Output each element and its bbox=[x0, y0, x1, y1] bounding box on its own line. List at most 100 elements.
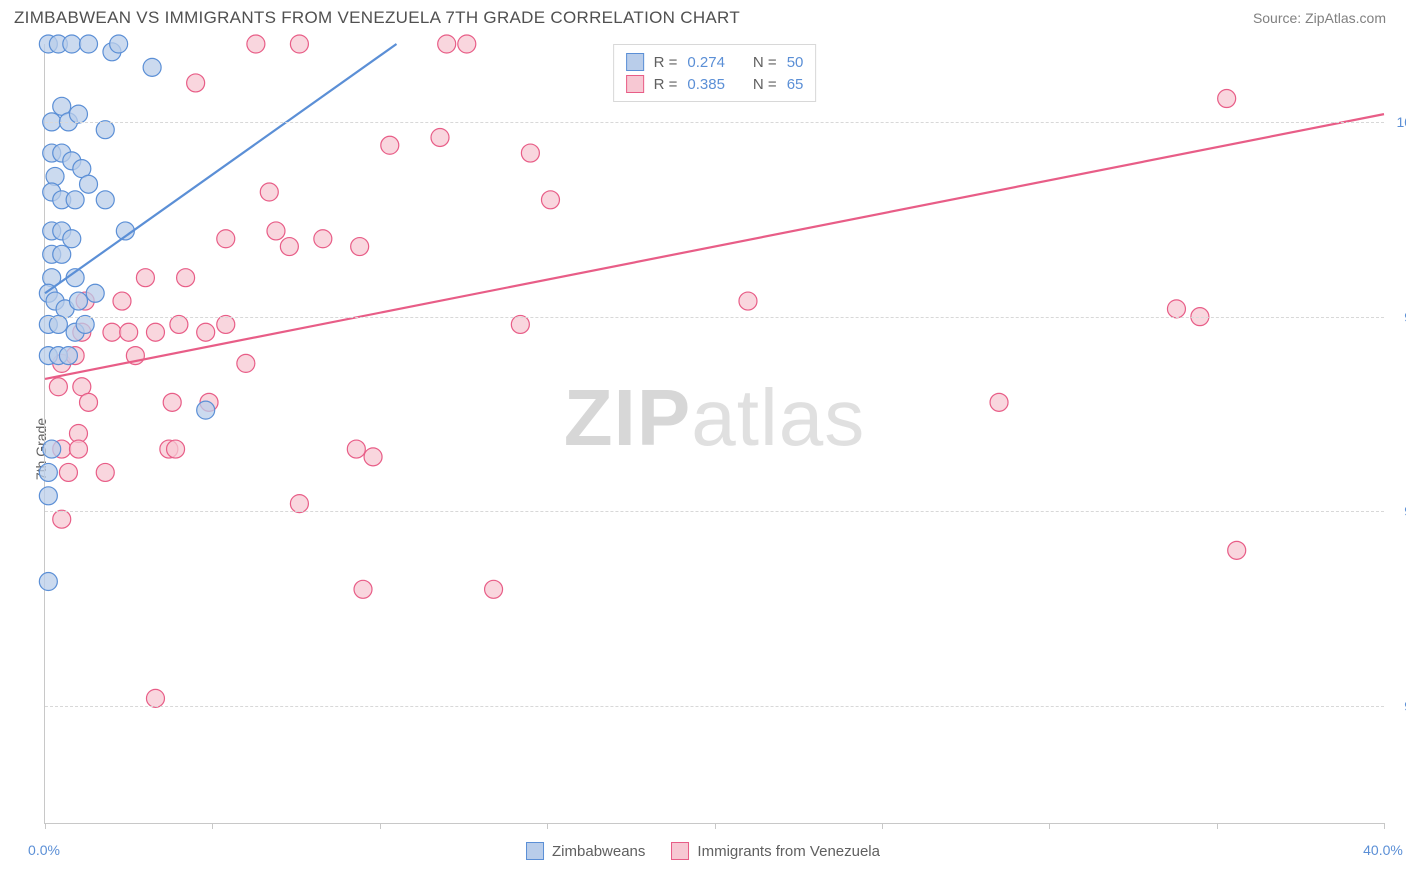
scatter-point bbox=[96, 121, 114, 139]
scatter-point bbox=[49, 315, 67, 333]
scatter-point bbox=[163, 393, 181, 411]
scatter-point bbox=[739, 292, 757, 310]
scatter-point bbox=[143, 58, 161, 76]
plot-wrap: 7th Grade ZIPatlas R = 0.274 N = 50 R = … bbox=[0, 34, 1406, 864]
xtick-label: 40.0% bbox=[1363, 842, 1403, 858]
scatter-point bbox=[80, 35, 98, 53]
r-value: 0.274 bbox=[687, 54, 725, 71]
swatch-pink bbox=[626, 75, 644, 93]
scatter-point bbox=[1228, 541, 1246, 559]
scatter-point bbox=[80, 175, 98, 193]
scatter-point bbox=[63, 230, 81, 248]
n-label: N = bbox=[753, 76, 777, 93]
scatter-point bbox=[167, 440, 185, 458]
scatter-point bbox=[43, 440, 61, 458]
n-label: N = bbox=[753, 54, 777, 71]
scatter-point bbox=[46, 167, 64, 185]
scatter-point bbox=[120, 323, 138, 341]
xtick bbox=[212, 823, 213, 829]
legend-series: Zimbabweans Immigrants from Venezuela bbox=[526, 842, 880, 860]
swatch-blue bbox=[626, 53, 644, 71]
legend-row-pink: R = 0.385 N = 65 bbox=[626, 73, 804, 95]
scatter-point bbox=[347, 440, 365, 458]
scatter-point bbox=[96, 191, 114, 209]
xtick bbox=[45, 823, 46, 829]
scatter-point bbox=[381, 136, 399, 154]
scatter-point bbox=[136, 269, 154, 287]
scatter-point bbox=[96, 463, 114, 481]
xtick bbox=[882, 823, 883, 829]
xtick bbox=[547, 823, 548, 829]
xtick bbox=[1384, 823, 1385, 829]
xtick-label: 0.0% bbox=[28, 842, 60, 858]
scatter-point bbox=[39, 463, 57, 481]
gridline-h bbox=[45, 122, 1384, 123]
legend-correlation: R = 0.274 N = 50 R = 0.385 N = 65 bbox=[613, 44, 817, 102]
scatter-point bbox=[438, 35, 456, 53]
scatter-point bbox=[521, 144, 539, 162]
scatter-point bbox=[110, 35, 128, 53]
scatter-point bbox=[80, 393, 98, 411]
scatter-point bbox=[290, 35, 308, 53]
scatter-point bbox=[39, 487, 57, 505]
scatter-point bbox=[39, 573, 57, 591]
n-value: 65 bbox=[787, 76, 804, 93]
scatter-point bbox=[217, 315, 235, 333]
legend-item-zimbabweans: Zimbabweans bbox=[526, 842, 645, 860]
scatter-point bbox=[197, 323, 215, 341]
scatter-point bbox=[1218, 90, 1236, 108]
n-value: 50 bbox=[787, 54, 804, 71]
scatter-point bbox=[53, 510, 71, 528]
scatter-point bbox=[59, 463, 77, 481]
scatter-point bbox=[990, 393, 1008, 411]
scatter-point bbox=[69, 292, 87, 310]
scatter-point bbox=[187, 74, 205, 92]
legend-label: Immigrants from Venezuela bbox=[697, 843, 880, 860]
chart-header: ZIMBABWEAN VS IMMIGRANTS FROM VENEZUELA … bbox=[0, 0, 1406, 34]
ytick-label: 100.0% bbox=[1389, 114, 1406, 130]
scatter-point bbox=[431, 128, 449, 146]
scatter-point bbox=[314, 230, 332, 248]
r-value: 0.385 bbox=[687, 76, 725, 93]
legend-row-blue: R = 0.274 N = 50 bbox=[626, 51, 804, 73]
scatter-point bbox=[290, 495, 308, 513]
scatter-point bbox=[485, 580, 503, 598]
r-label: R = bbox=[654, 76, 678, 93]
scatter-point bbox=[260, 183, 278, 201]
gridline-h bbox=[45, 706, 1384, 707]
swatch-pink bbox=[671, 842, 689, 860]
legend-label: Zimbabweans bbox=[552, 843, 645, 860]
xtick bbox=[715, 823, 716, 829]
scatter-point bbox=[69, 105, 87, 123]
scatter-point bbox=[113, 292, 131, 310]
ytick-label: 95.0% bbox=[1389, 503, 1406, 519]
scatter-point bbox=[66, 191, 84, 209]
scatter-point bbox=[351, 238, 369, 256]
scatter-point bbox=[76, 315, 94, 333]
scatter-point bbox=[86, 284, 104, 302]
scatter-point bbox=[511, 315, 529, 333]
chart-title: ZIMBABWEAN VS IMMIGRANTS FROM VENEZUELA … bbox=[14, 8, 740, 28]
scatter-point bbox=[354, 580, 372, 598]
scatter-point bbox=[146, 689, 164, 707]
ytick-label: 97.5% bbox=[1389, 309, 1406, 325]
scatter-point bbox=[103, 323, 121, 341]
ytick-label: 92.5% bbox=[1389, 698, 1406, 714]
scatter-point bbox=[197, 401, 215, 419]
scatter-point bbox=[63, 35, 81, 53]
xtick bbox=[1049, 823, 1050, 829]
scatter-point bbox=[146, 323, 164, 341]
r-label: R = bbox=[654, 54, 678, 71]
scatter-point bbox=[53, 245, 71, 263]
scatter-point bbox=[177, 269, 195, 287]
scatter-point bbox=[59, 347, 77, 365]
swatch-blue bbox=[526, 842, 544, 860]
scatter-point bbox=[49, 378, 67, 396]
scatter-point bbox=[458, 35, 476, 53]
gridline-h bbox=[45, 317, 1384, 318]
scatter-point bbox=[69, 440, 87, 458]
scatter-point bbox=[247, 35, 265, 53]
trend-line bbox=[45, 44, 396, 293]
gridline-h bbox=[45, 511, 1384, 512]
xtick bbox=[1217, 823, 1218, 829]
